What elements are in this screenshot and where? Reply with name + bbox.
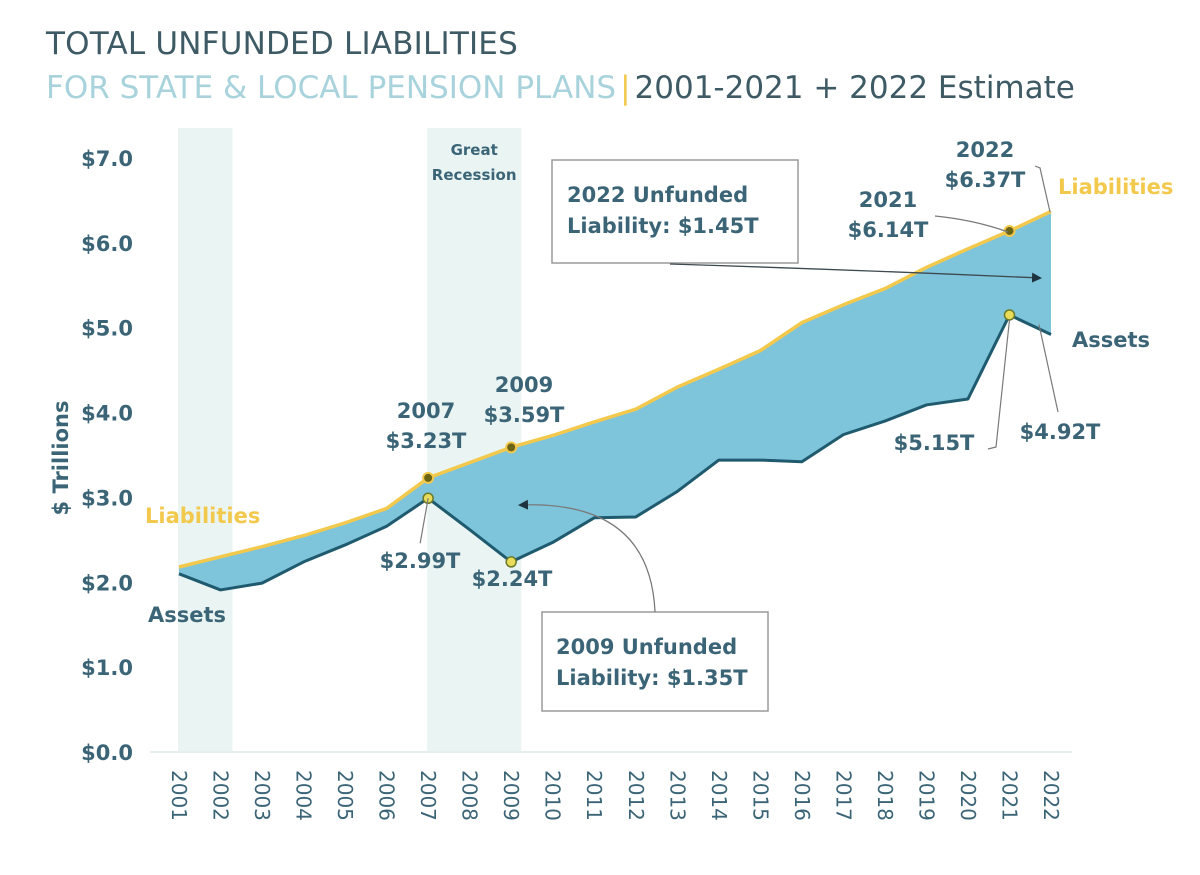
annotation-l2009-line1: 2009 [495,373,553,397]
y-tick-label: $1.0 [81,656,133,680]
annotation-l2007-line2: $3.23T [386,429,467,453]
y-tick-label: $5.0 [81,317,133,341]
leader-line-assets-2021 [987,319,1011,450]
leader-line-liab-2021 [934,215,1009,233]
subtitle-separator: | [620,70,631,106]
chart-title: TOTAL UNFUNDED LIABILITIES [46,26,518,62]
y-tick-label: $2.0 [81,571,133,595]
y-axis-label: $ Trillions [49,401,73,516]
annotation-a2009-line1: $2.24T [472,567,553,591]
callout-1-line2: Liability: $1.45T [567,214,759,238]
liabilities-label-left: Liabilities [145,504,260,528]
x-tick-label: 2014 [707,770,731,821]
x-tick-label: 2004 [292,770,316,821]
annotation-l2021-line2: $6.14T [848,218,929,242]
x-tick-label: 2013 [665,770,689,821]
x-axis: 2001 2002 2003 2004 2005 2006 2007 2008 2009 2010… [150,751,1072,821]
x-tick-label: 2021 [997,770,1021,821]
y-tick-label: $4.0 [81,402,133,426]
x-tick-label: 2015 [748,770,772,821]
liabilities-point-marker [505,441,518,454]
x-tick-label: 2011 [582,770,606,821]
assets-label-right: Assets [1072,328,1150,352]
x-tick-label: 2020 [956,770,980,821]
x-tick-label: 2003 [250,770,274,821]
shaded-period-label-line2: Recession [432,166,517,184]
callout-2-line1: 2009 Unfunded [556,635,737,659]
callout-arrow-1 [669,263,1042,283]
unfunded-liability-area [179,211,1051,590]
annotation-l2021-line1: 2021 [859,188,917,212]
liabilities-point-marker [422,471,435,484]
leader-line-assets-2007 [419,498,429,544]
x-tick-label: 2005 [333,770,357,821]
liabilities-line [178,209,1052,569]
chart-subtitle: FOR STATE & LOCAL PENSION PLANS | 2001-202… [46,70,1075,106]
x-tick-label: 2018 [873,770,897,821]
x-tick-label: 2019 [914,770,938,821]
y-tick-label: $7.0 [81,147,133,171]
assets-line [178,313,1052,592]
x-tick-label: 2010 [541,770,565,821]
x-tick-label: 2008 [458,770,482,821]
leader-line-assets-2022 [1038,324,1059,413]
y-axis: $0.0 $1.0 $2.0 $3.0 $4.0 $5.0 $6.0 $7.0 $ Trilli… [49,147,133,765]
unfunded-area [179,211,1051,590]
shaded-period-2 [427,128,522,752]
subtitle-text: FOR STATE & LOCAL PENSION PLANS [46,70,617,106]
callout-box-1 [551,159,799,264]
annotation-a2007-line1: $2.99T [380,549,461,573]
x-tick-label: 2006 [375,770,399,821]
x-tick-label: 2012 [624,770,648,821]
liabilities-label-right: Liabilities [1058,175,1173,199]
x-tick-label: 2001 [167,770,191,821]
x-tick-label: 2017 [831,770,855,821]
leader-line-liab-2022 [1034,165,1051,213]
x-tick-label: 2022 [1039,770,1063,821]
x-tick-label: 2009 [499,770,523,821]
assets-point-marker [1003,309,1016,321]
callout-1-line1: 2022 Unfunded [567,183,748,207]
annotation-l2022-line1: 2022 [956,138,1014,162]
annotation-l2007-line1: 2007 [397,399,455,423]
x-tick-label: 2007 [416,770,440,821]
y-tick-label: $3.0 [81,486,133,510]
series-lines [178,209,1052,592]
annotations: Liabilities Assets Liabilities Assets 2007 $3… [145,138,1173,712]
x-tick-label: 2002 [209,770,233,821]
callout-box-2 [541,611,769,712]
assets-label-left: Assets [148,603,226,627]
y-tick-label: $6.0 [81,232,133,256]
x-tick-label: 2016 [790,770,814,821]
shaded-periods: Great Recession [178,128,522,752]
annotation-l2022-line2: $6.37T [945,168,1026,192]
subtitle-range: 2001-2021 + 2022 Estimate [634,70,1075,106]
annotation-a2022-line1: $4.92T [1020,420,1101,444]
callout-2-line2: Liability: $1.35T [556,666,748,690]
annotation-a2021-line1: $5.15T [894,431,975,455]
y-tick-label: $0.0 [81,741,133,765]
assets-point-marker [505,556,517,568]
callout-arrow-2 [518,499,656,613]
annotation-l2009-line2: $3.59T [484,403,565,427]
shaded-period-label: Great [451,141,498,159]
shaded-period-1 [178,128,233,752]
